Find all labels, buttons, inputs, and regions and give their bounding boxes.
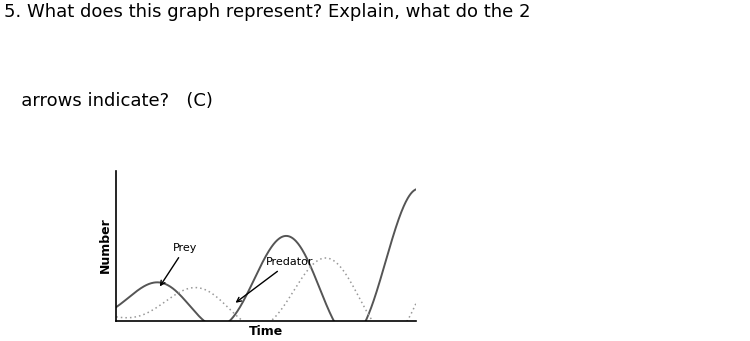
X-axis label: Time: Time [249,325,284,338]
Text: Prey: Prey [160,242,197,285]
Text: Predator: Predator [237,257,314,302]
Text: arrows indicate?   (C): arrows indicate? (C) [4,92,213,110]
Y-axis label: Number: Number [99,218,112,273]
Text: 5. What does this graph represent? Explain, what do the 2: 5. What does this graph represent? Expla… [4,3,530,21]
